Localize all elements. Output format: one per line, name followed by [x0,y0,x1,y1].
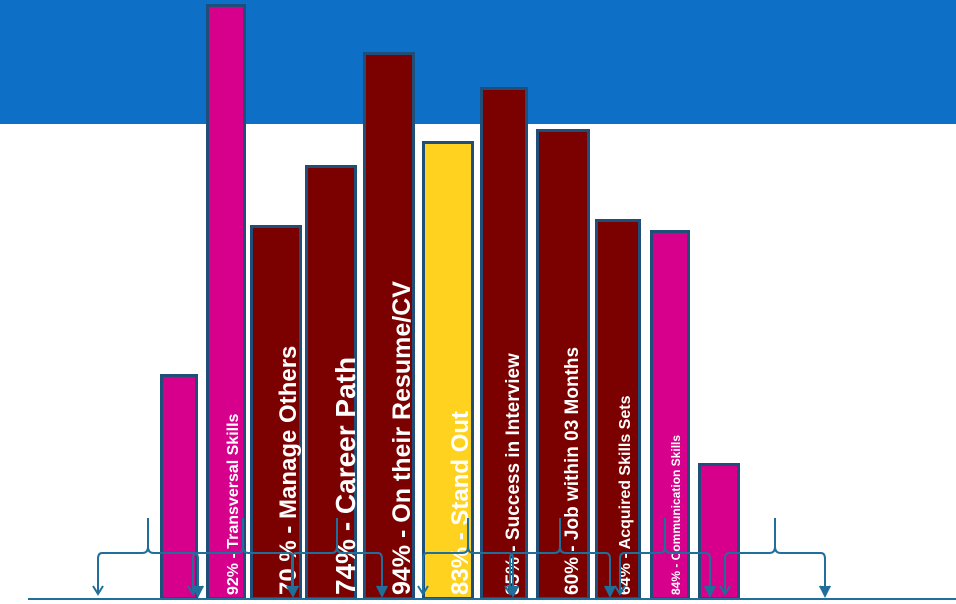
arrow-head [92,585,104,596]
arrow-head [504,585,516,596]
arrow-head [376,585,388,596]
bar-left-small [160,374,198,600]
arrow-head [417,585,429,596]
bar-stand-out: 83% - Stand Out [422,141,474,600]
arrow-head [187,585,199,596]
bar-resume-cv: 94% - On their Resume/CV [363,52,416,600]
brace-arrow [509,518,610,592]
brace-arrow [619,518,710,592]
bar-success-interview: 85% - Success in Interview [480,87,528,600]
arrow-head [192,585,204,596]
brace-arrow [422,518,513,592]
header-banner [0,0,956,124]
baseline [28,598,956,600]
brace-arrow [97,518,198,592]
arrow-head [614,585,626,596]
bar-right-small [698,463,740,600]
brace-arrow [192,518,293,592]
bar-job-3-months: 60% - Job within 03 Months [536,129,590,600]
brace-layer [92,518,831,596]
arrow-head [286,585,298,596]
bar-manage-others: 70 % - Manage Others [250,225,302,600]
arrow-head [704,585,716,596]
bar-acquired-skills: 64% - Acquired Skills Sets [595,219,641,600]
bar-career-path: 74% - Career Path [305,165,361,600]
brace-arrow [724,518,825,592]
arrow-head [719,585,731,596]
bar-communication-skills: 84% - Communication Skills [650,230,690,600]
arrow-head [604,585,616,596]
brace-arrow [291,518,382,592]
arrow-head [819,585,831,596]
